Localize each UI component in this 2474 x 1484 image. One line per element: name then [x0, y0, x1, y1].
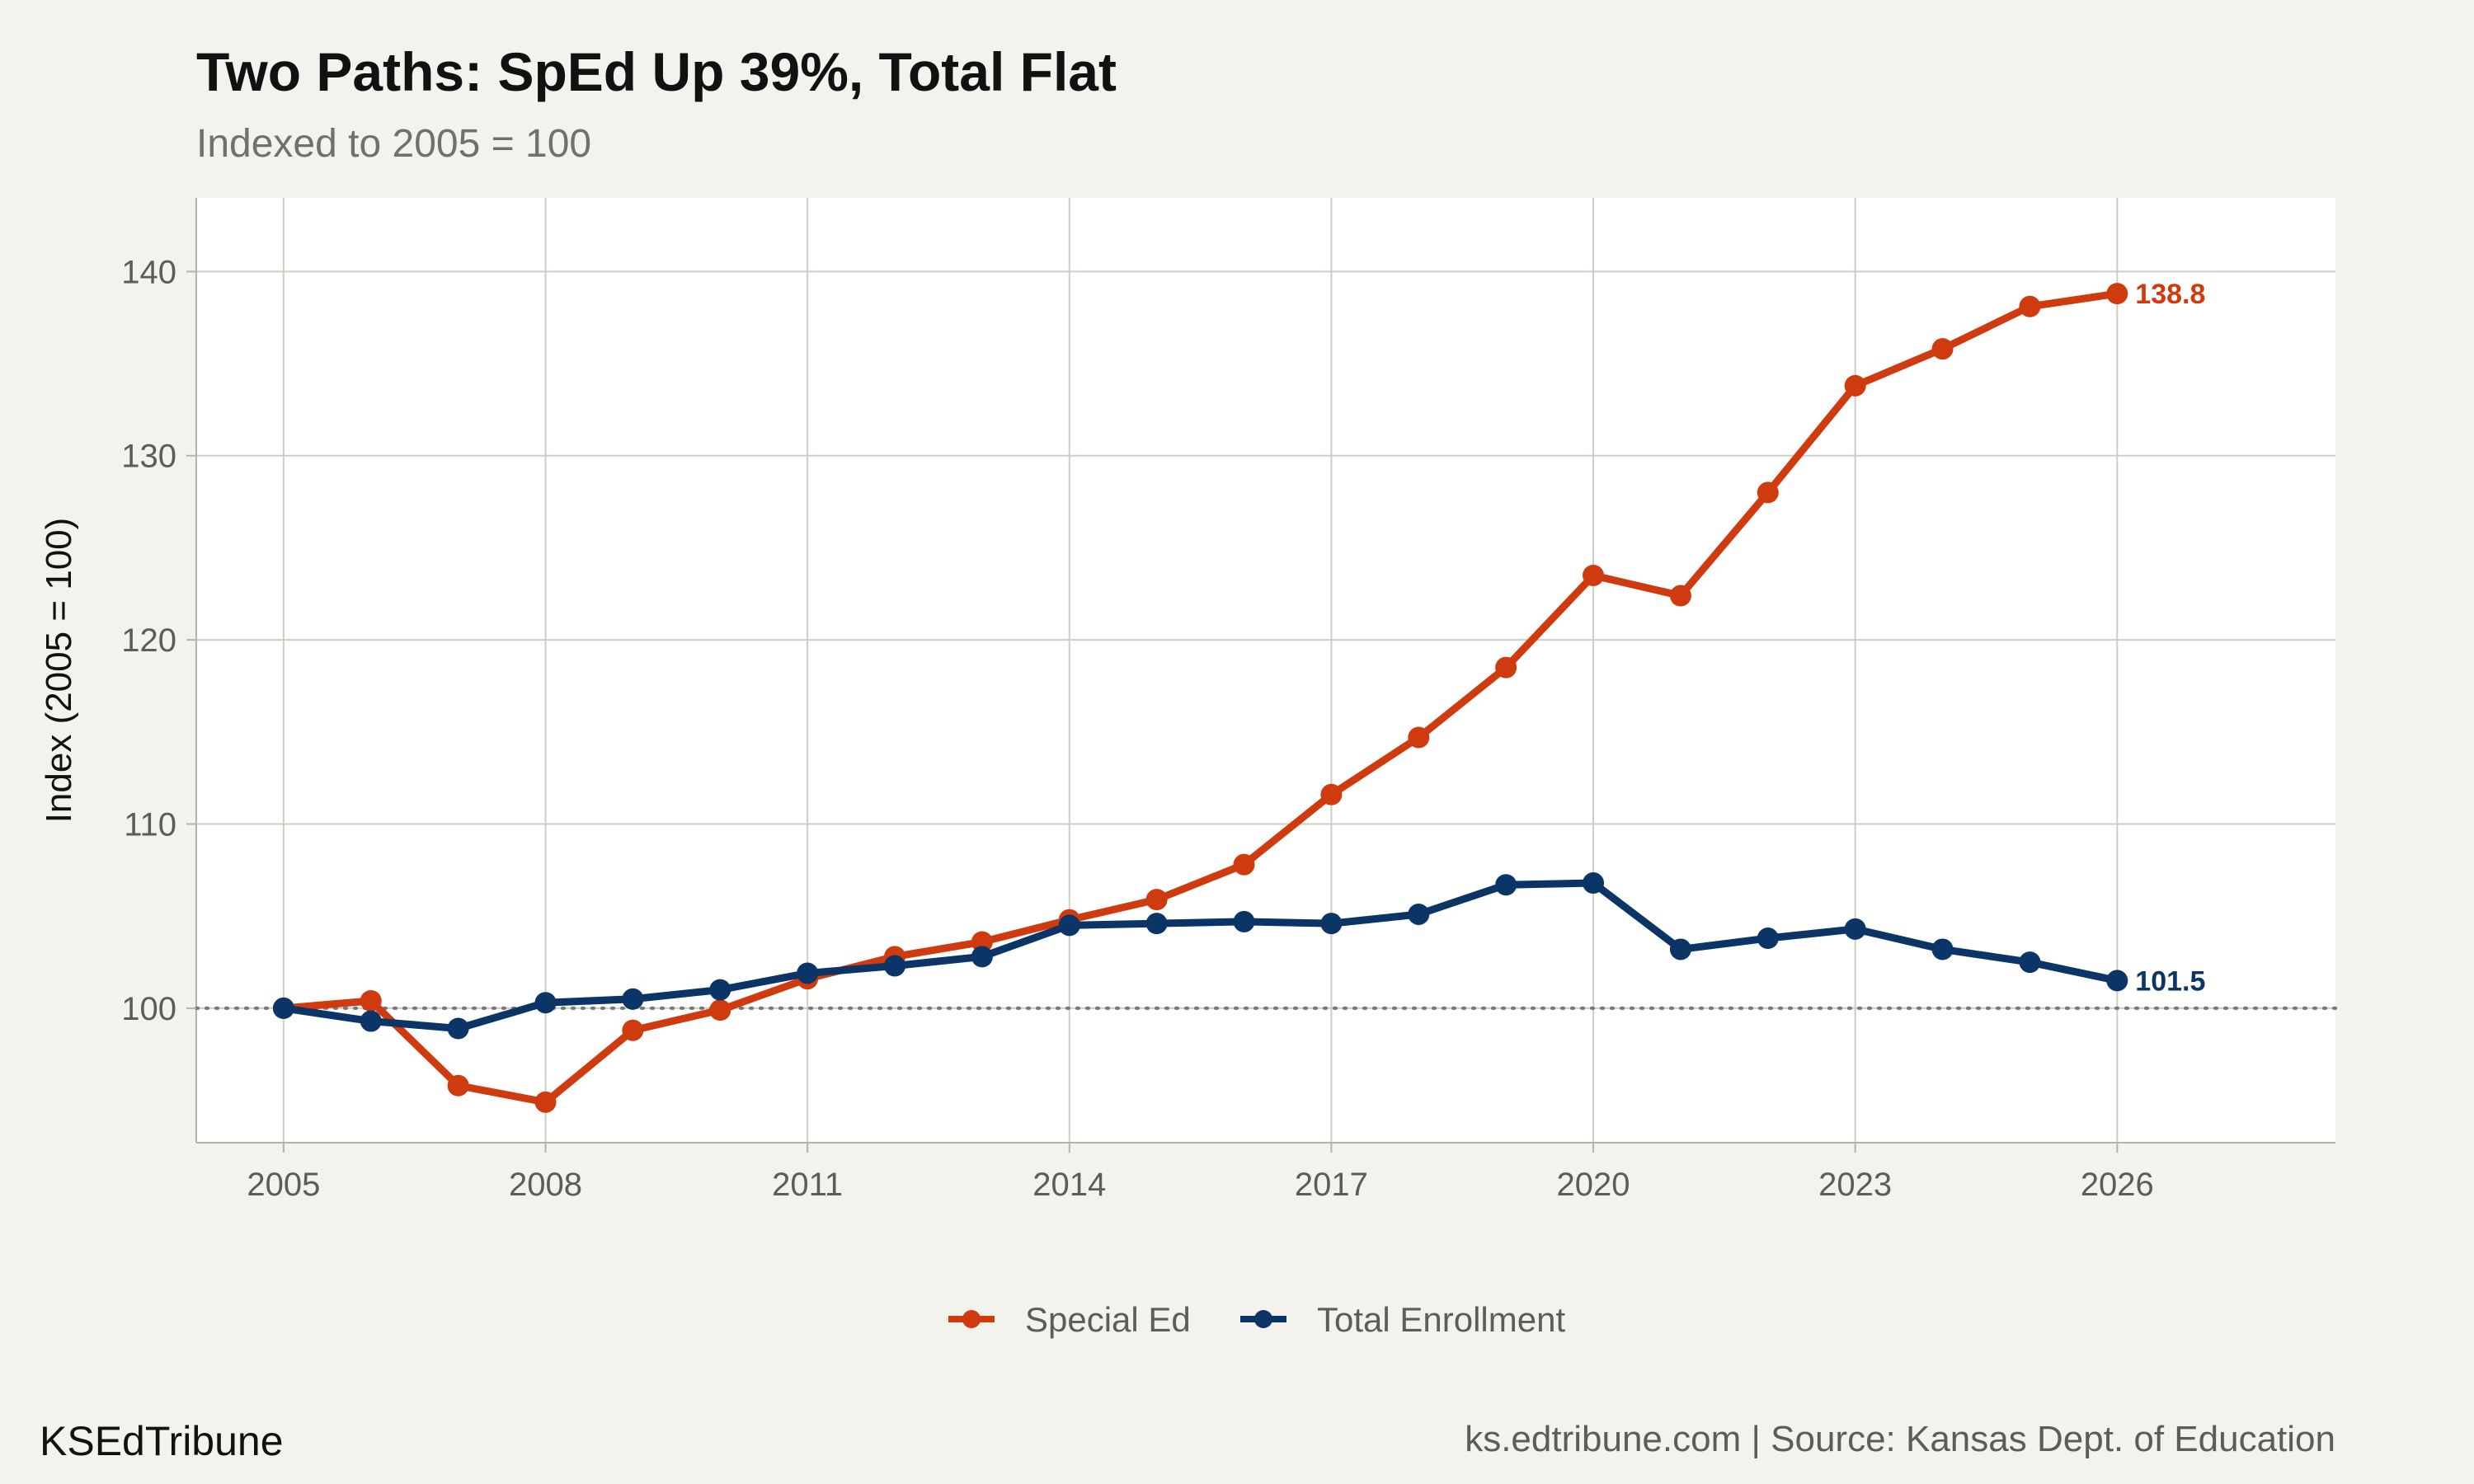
data-point-special-ed	[447, 1074, 469, 1097]
data-point-total-enrollment	[622, 988, 644, 1010]
data-point-special-ed	[1233, 853, 1255, 876]
x-tick-labels: 2005 2008 2011 2014 2017 2020 2023 2026	[247, 1143, 2154, 1203]
data-point-total-enrollment	[360, 1010, 382, 1032]
data-point-special-ed	[1145, 889, 1168, 911]
data-point-total-enrollment	[1495, 874, 1517, 896]
x-tick-label: 2014	[1032, 1167, 1106, 1203]
data-point-total-enrollment	[709, 979, 731, 1001]
y-tick-label: 130	[121, 439, 176, 475]
data-point-total-enrollment	[797, 962, 819, 984]
data-point-special-ed	[1757, 481, 1779, 504]
x-tick-label: 2023	[1818, 1167, 1892, 1203]
series-layer: 138.8 101.5	[272, 279, 2205, 1113]
data-point-special-ed	[360, 989, 382, 1012]
data-point-special-ed	[1583, 564, 1605, 586]
series-total-enrollment: 101.5	[272, 872, 2205, 1040]
y-tick-labels: 100 110 120 130 140	[121, 254, 196, 1027]
series-line-special-ed	[280, 289, 2121, 1106]
data-point-total-enrollment	[1583, 872, 1605, 895]
data-point-special-ed	[1844, 374, 1866, 397]
x-tick-label: 2020	[1557, 1167, 1630, 1203]
legend-marker-total-enrollment	[1254, 1310, 1272, 1328]
data-point-special-ed	[971, 931, 993, 953]
data-point-total-enrollment	[272, 997, 294, 1019]
data-point-special-ed	[2019, 295, 2041, 317]
legend-label-special-ed: Special Ed	[1025, 1300, 1191, 1339]
y-tick-label: 110	[124, 807, 176, 843]
data-point-special-ed	[622, 1019, 644, 1041]
y-axis-title: Index (2005 = 100)	[39, 518, 79, 824]
chart-title: Two Paths: SpEd Up 39%, Total Flat	[196, 41, 1117, 102]
end-label-total-enrollment: 101.5	[2135, 965, 2205, 997]
data-point-special-ed	[1320, 783, 1343, 805]
data-point-total-enrollment	[534, 992, 557, 1014]
y-tick-label: 140	[121, 254, 176, 290]
data-point-total-enrollment	[1931, 938, 1954, 960]
y-tick-label: 100	[121, 991, 176, 1027]
x-gridlines	[282, 198, 2119, 1143]
x-tick-label: 2008	[509, 1167, 582, 1203]
data-point-total-enrollment	[1058, 914, 1080, 937]
data-point-total-enrollment	[1757, 928, 1779, 950]
legend-item-total-enrollment: Total Enrollment	[1240, 1300, 1565, 1339]
brand-caption: KSEdTribune	[40, 1418, 284, 1464]
data-point-total-enrollment	[1320, 913, 1343, 935]
data-point-total-enrollment	[971, 946, 993, 968]
data-point-special-ed	[709, 999, 731, 1021]
data-point-total-enrollment	[1408, 903, 1430, 925]
chart-subtitle: Indexed to 2005 = 100	[196, 122, 591, 166]
x-tick-label: 2011	[772, 1167, 843, 1203]
x-tick-label: 2017	[1295, 1167, 1368, 1203]
x-tick-label: 2026	[2081, 1167, 2154, 1203]
data-point-total-enrollment	[884, 955, 906, 977]
legend-label-total-enrollment: Total Enrollment	[1317, 1300, 1565, 1339]
data-point-special-ed	[1931, 338, 1954, 360]
x-tick-label: 2005	[247, 1167, 320, 1203]
end-label-special-ed: 138.8	[2135, 279, 2205, 310]
source-caption: ks.edtribune.com | Source: Kansas Dept. …	[1465, 1419, 2335, 1459]
data-point-total-enrollment	[2106, 970, 2128, 992]
data-point-special-ed	[534, 1091, 557, 1113]
data-point-special-ed	[1669, 585, 1691, 607]
data-point-total-enrollment	[1669, 938, 1691, 960]
plot-panel	[196, 198, 2335, 1143]
data-point-special-ed	[1495, 656, 1517, 679]
data-point-total-enrollment	[1145, 913, 1168, 935]
legend-item-special-ed: Special Ed	[948, 1300, 1191, 1339]
legend-marker-special-ed	[962, 1310, 981, 1328]
series-special-ed: 138.8	[272, 279, 2205, 1113]
series-line-total-enrollment	[280, 879, 2121, 1032]
data-point-total-enrollment	[1233, 910, 1255, 932]
data-point-total-enrollment	[2019, 951, 2041, 974]
data-point-special-ed	[2106, 283, 2128, 305]
legend: Special Ed Total Enrollment	[948, 1300, 1565, 1339]
data-point-special-ed	[1408, 726, 1430, 749]
y-tick-label: 120	[121, 622, 176, 659]
data-point-total-enrollment	[447, 1017, 469, 1040]
data-point-total-enrollment	[1844, 918, 1866, 940]
